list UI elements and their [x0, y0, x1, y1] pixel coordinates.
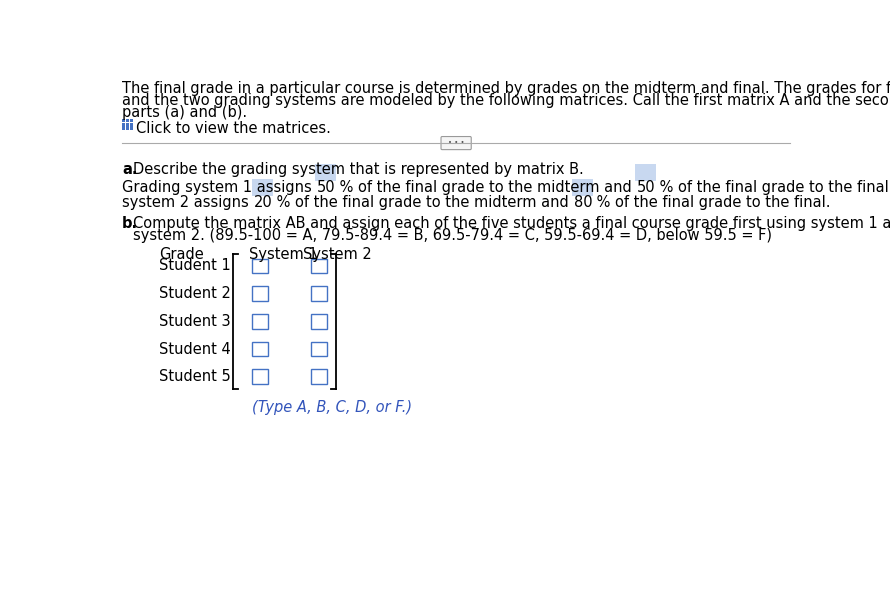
- Bar: [252, 259, 268, 273]
- Text: system 2. (89.5-100 = A, 79.5-89.4 = B, 69.5-79.4 = C, 59.5-69.4 = D, below 59.5: system 2. (89.5-100 = A, 79.5-89.4 = B, …: [133, 228, 772, 243]
- Text: Click to view the matrices.: Click to view the matrices.: [136, 121, 331, 136]
- Text: System 1: System 1: [249, 247, 318, 262]
- Text: Grade: Grade: [159, 247, 204, 262]
- Bar: [252, 287, 268, 301]
- Text: Grading system 1 assigns: Grading system 1 assigns: [122, 179, 317, 194]
- Bar: [315, 164, 336, 181]
- Bar: [572, 179, 594, 196]
- Bar: [252, 370, 268, 384]
- Text: Student 1: Student 1: [159, 258, 231, 273]
- Text: Student 2: Student 2: [159, 286, 231, 301]
- Text: % of the final grade to the midterm and: % of the final grade to the midterm and: [336, 179, 636, 194]
- Bar: [312, 259, 327, 273]
- Text: and the two grading systems are modeled by the following matrices. Call the firs: and the two grading systems are modeled …: [122, 93, 890, 108]
- Text: b.: b.: [122, 216, 138, 231]
- Text: system 2 assigns: system 2 assigns: [122, 194, 254, 209]
- Bar: [312, 370, 327, 384]
- Text: 80: 80: [573, 194, 592, 209]
- Bar: [126, 126, 129, 129]
- Text: % of the final grade to the final. Grading: % of the final grade to the final. Gradi…: [655, 179, 890, 194]
- Text: parts (a) and (b).: parts (a) and (b).: [122, 105, 247, 120]
- Bar: [126, 123, 129, 126]
- Text: The final grade in a particular course is determined by grades on the midterm an: The final grade in a particular course i…: [122, 81, 890, 96]
- Bar: [130, 123, 134, 126]
- Text: Describe the grading system that is represented by matrix B.: Describe the grading system that is repr…: [133, 161, 584, 176]
- FancyBboxPatch shape: [441, 137, 471, 150]
- Bar: [252, 314, 268, 329]
- Text: Student 5: Student 5: [159, 369, 231, 384]
- Text: System 2: System 2: [303, 247, 372, 262]
- Text: (Type A, B, C, D, or F.): (Type A, B, C, D, or F.): [252, 400, 412, 415]
- Bar: [122, 123, 125, 126]
- Bar: [130, 126, 134, 129]
- Bar: [312, 314, 327, 329]
- Text: a.: a.: [122, 161, 138, 176]
- Bar: [635, 164, 656, 181]
- Text: Student 4: Student 4: [159, 341, 231, 356]
- Text: 50: 50: [317, 179, 336, 194]
- Text: % of the final grade to the midterm and: % of the final grade to the midterm and: [272, 194, 573, 209]
- Bar: [122, 126, 125, 129]
- Bar: [252, 342, 268, 356]
- Text: • • •: • • •: [448, 140, 465, 146]
- Text: 20: 20: [254, 194, 272, 209]
- Bar: [312, 342, 327, 356]
- Text: Compute the matrix AB and assign each of the five students a final course grade : Compute the matrix AB and assign each of…: [133, 216, 890, 231]
- Text: Student 3: Student 3: [159, 314, 231, 329]
- Text: 50: 50: [636, 179, 655, 194]
- Bar: [312, 287, 327, 301]
- Bar: [122, 119, 125, 122]
- Bar: [126, 119, 129, 122]
- Text: % of the final grade to the final.: % of the final grade to the final.: [592, 194, 830, 209]
- Bar: [130, 119, 134, 122]
- Bar: [252, 179, 273, 196]
